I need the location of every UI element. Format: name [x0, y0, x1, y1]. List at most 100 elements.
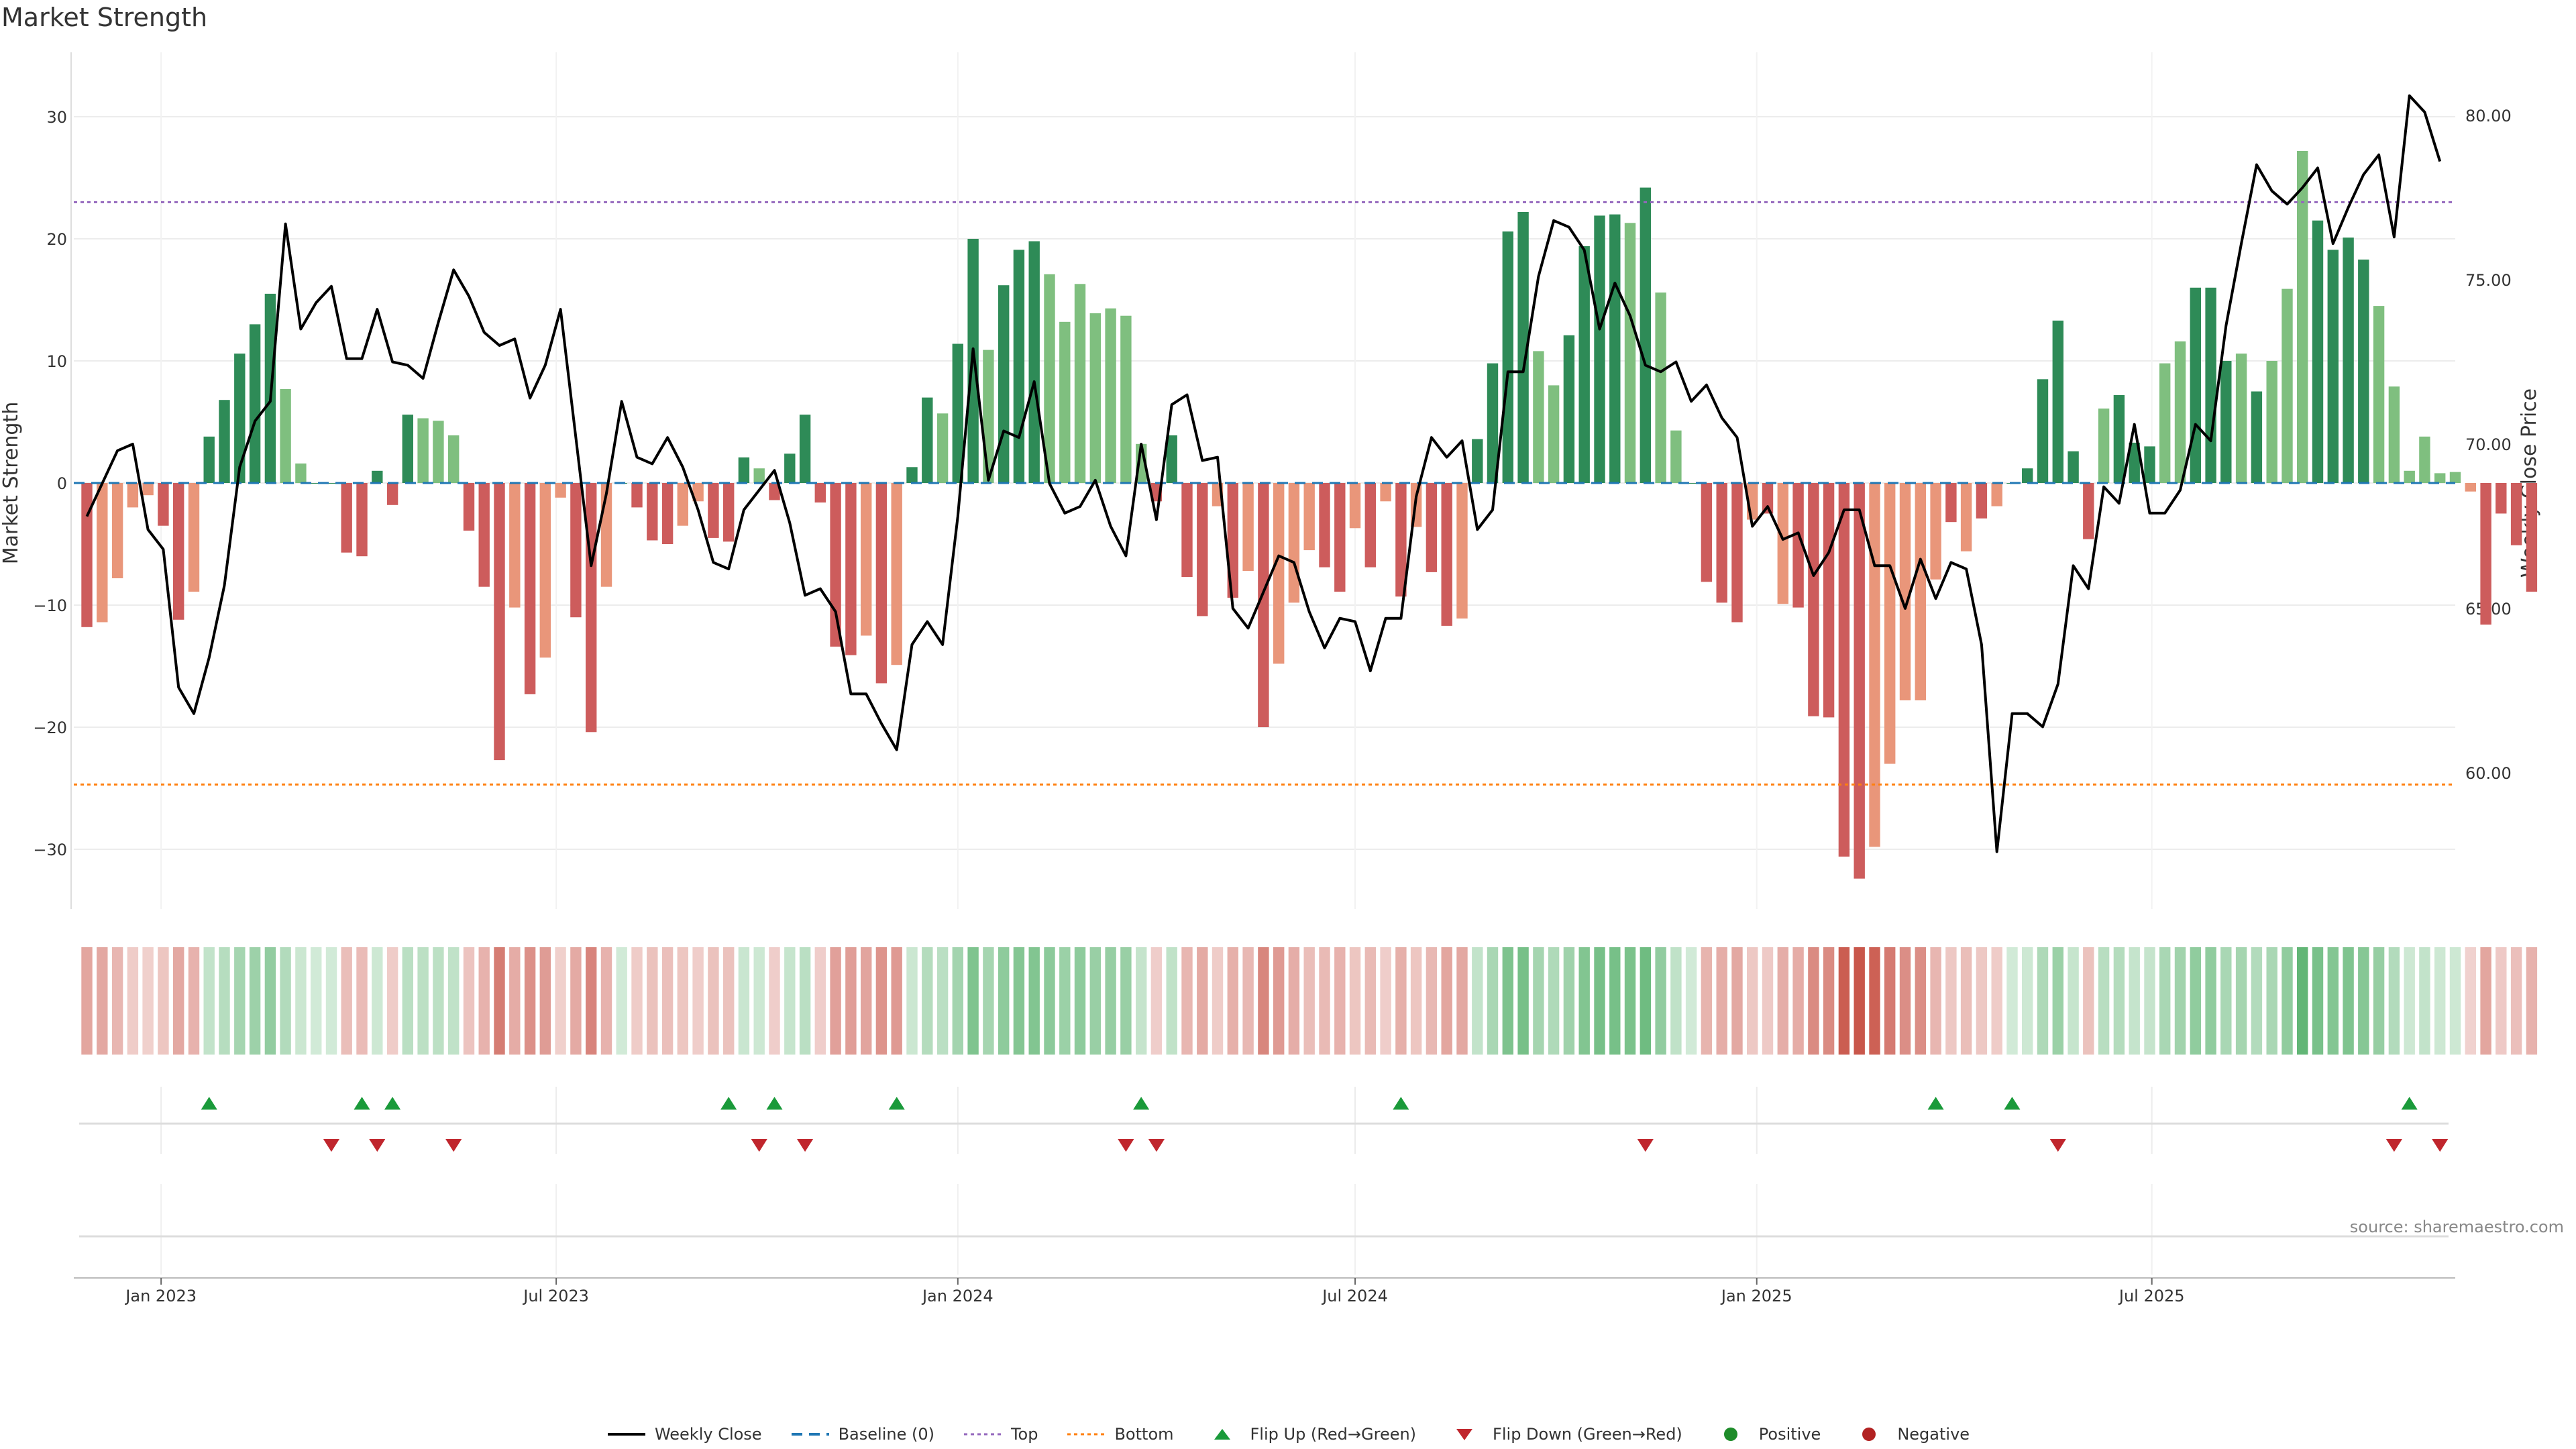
regime-cell	[1670, 947, 1682, 1055]
strength-bar	[1166, 435, 1177, 483]
strength-bar	[2358, 259, 2369, 483]
strength-bar	[2113, 395, 2125, 483]
regime-cell	[891, 947, 902, 1055]
strength-bar	[1395, 483, 1407, 597]
regime-cell	[1838, 947, 1850, 1055]
y-left-tick-label: −30	[33, 841, 67, 859]
legend-item: Baseline (0)	[790, 1425, 934, 1444]
regime-cell	[81, 947, 93, 1055]
regime-cell	[555, 947, 566, 1055]
strength-bar	[1655, 292, 1666, 483]
regime-cell	[1899, 947, 1911, 1055]
strength-bar	[2052, 320, 2063, 483]
strength-bar	[2449, 472, 2461, 483]
strength-bar	[647, 483, 658, 541]
strength-bar	[2312, 220, 2324, 483]
legend-label: Positive	[1758, 1425, 1821, 1444]
regime-cell	[1655, 947, 1666, 1055]
regime-cell	[799, 947, 811, 1055]
regime-cell	[2297, 947, 2308, 1055]
strength-bar	[2526, 483, 2538, 592]
strength-bar	[586, 483, 597, 733]
strength-bar	[2327, 250, 2339, 483]
regime-cell	[692, 947, 704, 1055]
red-down-triangle-icon	[1444, 1428, 1485, 1441]
y-right-tick-label: 60.00	[2465, 764, 2512, 783]
regime-cell	[906, 947, 918, 1055]
flip-down-marker	[751, 1139, 767, 1152]
regime-cell	[1594, 947, 1605, 1055]
strength-bar	[356, 483, 368, 557]
regime-cell	[448, 947, 460, 1055]
flip-down-marker	[1148, 1139, 1165, 1152]
strength-bar	[555, 483, 566, 498]
flip-up-marker	[354, 1097, 370, 1110]
regime-cell	[661, 947, 674, 1055]
strength-bar	[1472, 439, 1483, 483]
y-left-axis-title: Market Strength	[0, 402, 23, 564]
strength-bar	[1456, 483, 1468, 619]
strength-bar	[234, 354, 246, 483]
regime-cell	[677, 947, 688, 1055]
strength-bar	[311, 483, 322, 484]
flip-down-marker	[2385, 1139, 2402, 1152]
regime-cell	[769, 947, 780, 1055]
strength-bar	[998, 285, 1010, 483]
regime-cell	[1685, 947, 1697, 1055]
regime-cell	[2510, 947, 2522, 1055]
regime-cell	[1105, 947, 1116, 1055]
regime-cell	[1884, 947, 1896, 1055]
regime-cell	[1136, 947, 1147, 1055]
regime-cell	[341, 947, 352, 1055]
regime-cell	[647, 947, 658, 1055]
strength-bar	[2297, 151, 2308, 483]
regime-cell	[1747, 947, 1758, 1055]
regime-cell	[2526, 947, 2538, 1055]
y-right-tick-label: 75.00	[2465, 271, 2512, 290]
regime-cell	[2465, 947, 2476, 1055]
regime-cell	[1242, 947, 1254, 1055]
regime-cell	[2343, 947, 2354, 1055]
flip-down-marker	[2049, 1139, 2066, 1152]
strength-bar	[1915, 483, 1926, 700]
strength-bar	[2083, 483, 2094, 539]
black-line-icon	[606, 1428, 647, 1441]
flip-down-marker	[369, 1139, 386, 1152]
strength-bar	[97, 483, 108, 623]
regime-cell	[1089, 947, 1101, 1055]
regime-cell	[433, 947, 444, 1055]
green-up-triangle-icon	[1202, 1428, 1242, 1441]
strength-bar	[1578, 246, 1590, 483]
regime-cell	[249, 947, 261, 1055]
legend-item: Flip Up (Red→Green)	[1202, 1425, 1416, 1444]
strength-bar	[845, 483, 857, 655]
strength-bar	[1731, 483, 1743, 623]
regime-cell	[1930, 947, 1941, 1055]
flip-up-marker	[1393, 1097, 1409, 1110]
regime-cell	[1548, 947, 1560, 1055]
strength-bar	[1074, 284, 1086, 483]
source-credit: source: sharemaestro.com	[2349, 1218, 2564, 1236]
strength-bar	[1303, 483, 1315, 551]
legend-label: Weekly Close	[654, 1425, 762, 1444]
y-left-tick-label: 20	[46, 230, 67, 249]
regime-cell	[1456, 947, 1468, 1055]
regime-cell	[2404, 947, 2415, 1055]
regime-cell	[570, 947, 582, 1055]
regime-cell	[2006, 947, 2018, 1055]
regime-cell	[402, 947, 413, 1055]
regime-cell	[1792, 947, 1804, 1055]
y-left-tick-label: 30	[46, 108, 67, 127]
strength-bar	[891, 483, 902, 665]
regime-cell	[372, 947, 383, 1055]
regime-cell	[494, 947, 505, 1055]
regime-cell	[1334, 947, 1346, 1055]
regime-cell	[2282, 947, 2293, 1055]
regime-cell	[1640, 947, 1651, 1055]
strength-bar	[158, 483, 169, 526]
strength-bar	[81, 483, 93, 627]
regime-cell	[1319, 947, 1330, 1055]
strength-bar	[2496, 483, 2507, 514]
strength-bar	[1197, 483, 1208, 616]
